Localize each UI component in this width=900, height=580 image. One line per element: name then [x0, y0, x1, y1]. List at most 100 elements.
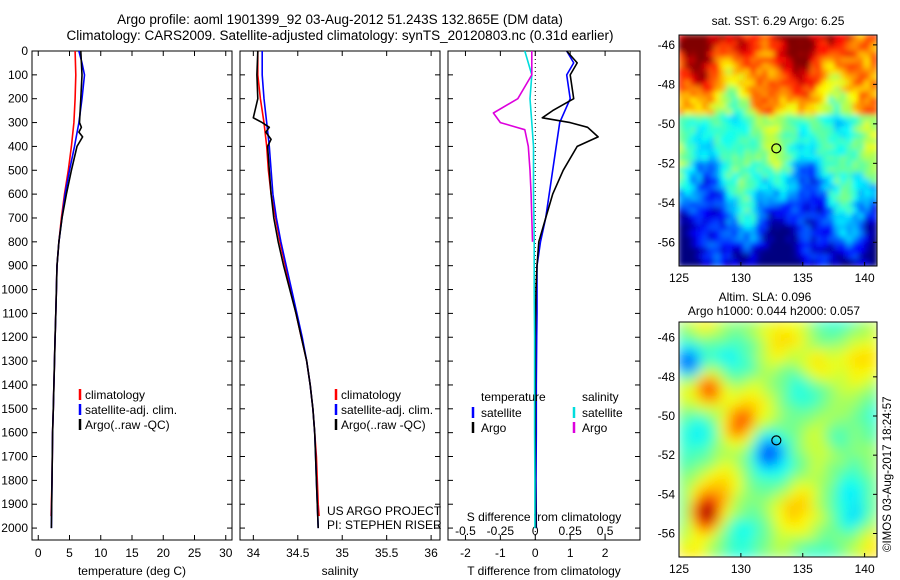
heatmap-cell — [792, 403, 800, 412]
heatmap-cell — [858, 230, 866, 239]
heatmap-cell — [840, 391, 848, 400]
x-tick-label: 35.5 — [375, 546, 399, 560]
heatmap-cell — [864, 326, 872, 335]
heatmap-cell — [684, 544, 692, 553]
heatmap-cell — [756, 91, 764, 100]
heatmap-cell — [798, 241, 806, 250]
heatmap-cell — [702, 68, 710, 77]
heatmap-cell — [834, 332, 842, 341]
heatmap-cell — [774, 224, 782, 233]
heatmap-cell — [870, 184, 877, 192]
heatmap-cell — [744, 379, 752, 388]
heatmap-cell — [840, 230, 848, 239]
heatmap-cell — [804, 467, 812, 476]
heatmap-cell — [828, 544, 836, 553]
heatmap-cell — [840, 51, 848, 60]
heatmap-cell — [852, 51, 860, 60]
heatmap-cell — [870, 120, 877, 129]
heatmap-cell — [768, 74, 776, 83]
heatmap-cell — [702, 91, 710, 100]
heatmap-cell — [732, 201, 740, 210]
heatmap-cell — [708, 241, 716, 250]
heatmap-cell — [756, 509, 764, 517]
heatmap-cell — [810, 467, 818, 476]
heatmap-cell — [810, 74, 818, 83]
heatmap-cell — [774, 184, 782, 192]
heatmap-cell — [774, 350, 782, 359]
heatmap-cell — [768, 356, 776, 365]
heatmap-cell — [846, 362, 854, 370]
heatmap-cell — [690, 137, 698, 146]
heatmap-cell — [702, 491, 710, 500]
heatmap-cell — [858, 39, 866, 48]
heatmap-cell — [840, 526, 848, 535]
heatmap-cell — [804, 253, 812, 262]
heatmap-cell — [679, 114, 686, 123]
heatmap-cell — [702, 373, 710, 382]
heatmap-cell — [744, 415, 752, 423]
heatmap-cell — [846, 497, 854, 506]
heatmap-cell — [744, 184, 752, 192]
heatmap-cell — [732, 137, 740, 146]
heatmap-cell — [786, 538, 794, 547]
heatmap-cell — [679, 207, 686, 216]
heatmap-cell — [828, 126, 836, 135]
heatmap-cell — [858, 155, 866, 164]
heatmap-cell — [804, 385, 812, 394]
heatmap-cell — [870, 491, 877, 500]
heatmap-cell — [738, 51, 746, 60]
heatmap-cell — [870, 155, 877, 164]
heatmap-cell — [798, 456, 806, 464]
heatmap-cell — [852, 550, 860, 557]
heatmap-cell — [846, 550, 854, 557]
heatmap-cell — [696, 241, 704, 250]
heatmap-cell — [810, 155, 818, 164]
heatmap-cell — [714, 230, 722, 239]
heatmap-cell — [726, 456, 734, 464]
heatmap-cell — [792, 322, 800, 329]
heatmap-cell — [714, 80, 722, 88]
heatmap-cell — [804, 120, 812, 129]
heatmap-cell — [858, 456, 866, 464]
heatmap-cell — [750, 189, 758, 198]
heatmap-cell — [774, 166, 782, 175]
heatmap-cell — [822, 514, 830, 523]
heatmap-cell — [786, 218, 794, 227]
heatmap-cell — [858, 544, 866, 553]
heatmap-cell — [679, 544, 686, 553]
heatmap-cell — [822, 438, 830, 447]
heatmap-cell — [864, 166, 872, 175]
imos-credit: ©IMOS 03-Aug-2017 18:24:57 — [882, 396, 894, 552]
heatmap-cell — [696, 247, 704, 256]
series-line-2 — [50, 50, 84, 529]
heatmap-cell — [828, 438, 836, 447]
heatmap-cell — [810, 456, 818, 464]
heatmap-cell — [846, 241, 854, 250]
heatmap-cell — [726, 485, 734, 494]
x-tick-label: 35 — [336, 546, 350, 560]
heatmap-field — [679, 35, 877, 266]
heatmap-cell — [690, 155, 698, 164]
heatmap-cell — [679, 456, 686, 464]
heatmap-cell — [858, 526, 866, 535]
y-tick-label: 900 — [8, 259, 28, 273]
heatmap-cell — [846, 332, 854, 341]
heatmap-cell — [750, 155, 758, 164]
heatmap-cell — [684, 259, 692, 266]
heatmap-cell — [762, 503, 770, 511]
map-frame — [678, 34, 878, 267]
heatmap-cell — [804, 51, 812, 60]
heatmap-cell — [852, 326, 860, 335]
heatmap-cell — [720, 373, 728, 382]
heatmap-cell — [768, 473, 776, 482]
heatmap-cell — [732, 485, 740, 494]
heatmap-cell — [864, 514, 872, 523]
heatmap-cell — [690, 420, 698, 429]
heatmap-cell — [864, 332, 872, 341]
heatmap-cell — [774, 230, 782, 239]
heatmap-cell — [786, 132, 794, 140]
heatmap-cell — [846, 526, 854, 535]
heatmap-cell — [762, 114, 770, 123]
heatmap-cell — [852, 338, 860, 347]
heatmap-cell — [798, 51, 806, 60]
